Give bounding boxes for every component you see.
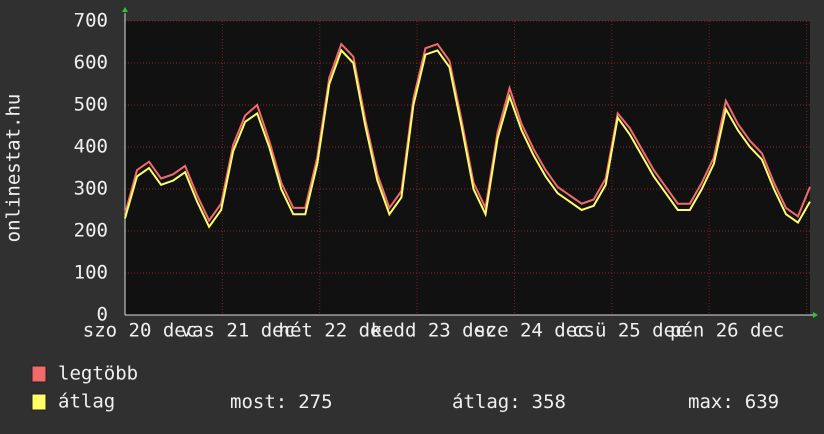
stat-label: átlag:	[452, 391, 521, 413]
y-tick-label: 700	[74, 10, 108, 32]
x-tick-label: hét 22 dec	[279, 320, 393, 342]
x-tick-label: kedd 23 dec	[371, 320, 497, 342]
legend-label: átlag	[58, 391, 115, 413]
stat-label: max:	[688, 391, 734, 413]
stat-label: most:	[230, 391, 287, 413]
axis-arrow	[813, 312, 818, 318]
x-tick-label: pén 26 dec	[670, 320, 784, 342]
axis-arrow	[122, 7, 128, 12]
x-tick-label: sze 24 dec	[474, 320, 588, 342]
y-tick-label: 0	[97, 304, 108, 326]
series-line	[124, 48, 811, 229]
y-tick-label: 500	[74, 94, 108, 116]
stat-value: 358	[532, 391, 566, 413]
stat-value: 639	[745, 391, 779, 413]
legend-swatch	[31, 393, 47, 411]
x-tick-label: szo 20 dec	[83, 320, 197, 342]
x-tick-label: csü 25 dec	[572, 320, 686, 342]
y-tick-label: 300	[74, 178, 108, 200]
x-tick-label: vas 21 dec	[181, 320, 295, 342]
stat: max: 639	[688, 391, 779, 413]
series-line	[124, 42, 811, 223]
stat: most: 275	[230, 391, 333, 413]
legend-label: legtöbb	[58, 363, 138, 385]
plot-area	[125, 21, 810, 315]
y-tick-label: 600	[74, 52, 108, 74]
stat-value: 275	[298, 391, 332, 413]
y-tick-label: 400	[74, 136, 108, 158]
stat: átlag: 358	[452, 391, 566, 413]
y-tick-label: 200	[74, 220, 108, 242]
legend-swatch	[31, 365, 47, 383]
y-tick-label: 100	[74, 262, 108, 284]
y-axis-label: onlinestat.hu	[3, 94, 25, 243]
